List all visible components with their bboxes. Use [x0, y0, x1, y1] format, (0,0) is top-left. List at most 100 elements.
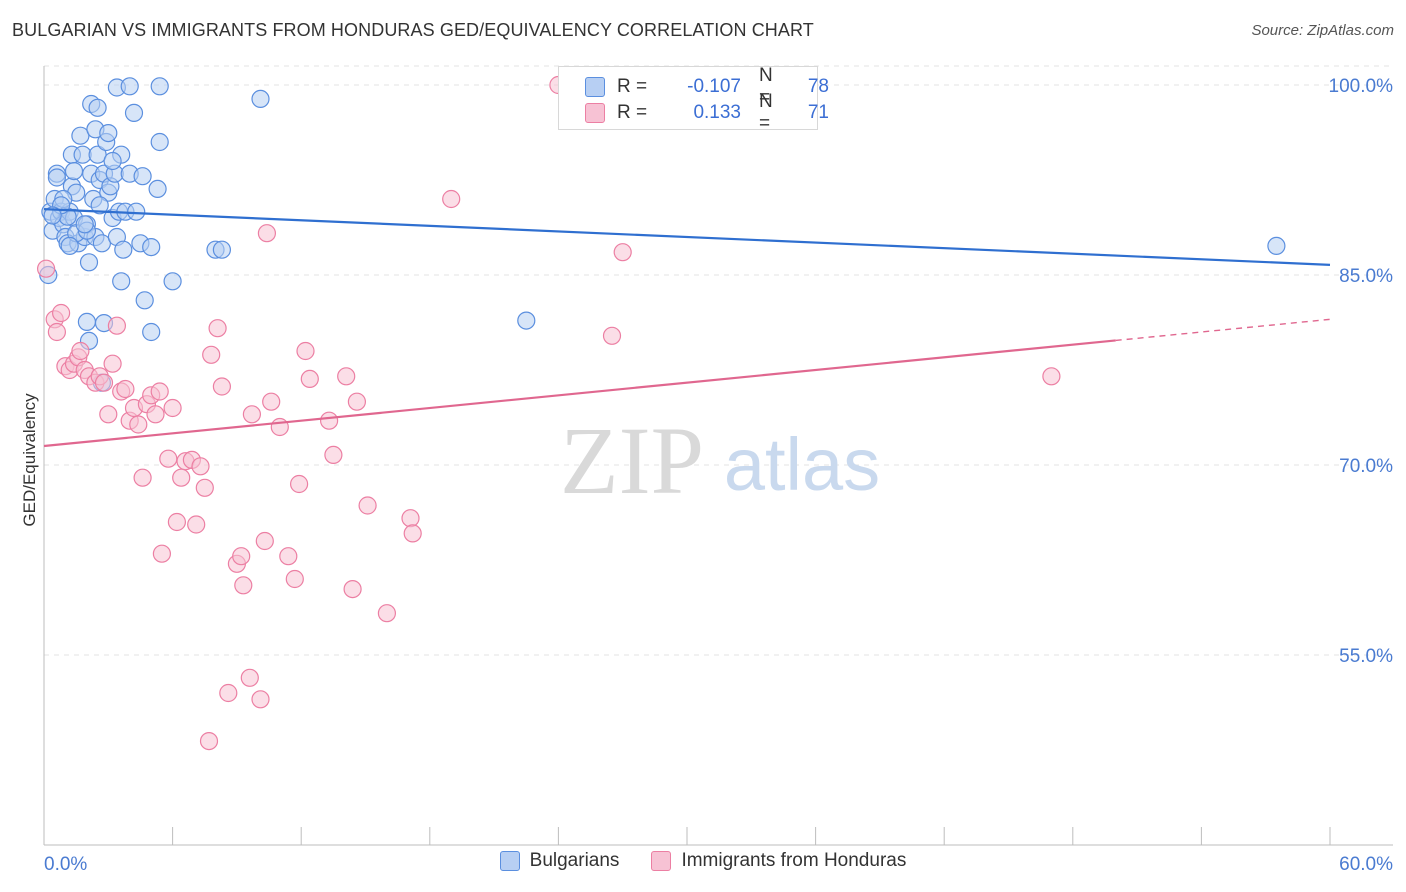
scatter-point-bulgarians	[142, 322, 161, 342]
scatter-point-bulgarians	[79, 253, 99, 272]
scatter-point-honduras	[51, 303, 71, 323]
scatter-point-honduras	[613, 243, 632, 262]
trend-layer	[43, 208, 1331, 448]
tick-label-layer: 100.0% 85.0% 70.0% 55.0% 0.0% 60.0%	[44, 76, 1393, 875]
scatter-point-honduras	[187, 515, 206, 534]
scatter-point-honduras	[285, 569, 304, 589]
scatter-point-honduras	[234, 576, 253, 595]
scatter-point-honduras	[240, 668, 259, 687]
trend-line-extension-honduras	[1115, 318, 1331, 342]
scatter-point-honduras	[255, 531, 274, 551]
y-tick-label: 70.0%	[1339, 456, 1393, 477]
trend-line-bulgarians	[43, 208, 1331, 266]
scatter-point-bulgarians	[142, 238, 161, 257]
scatter-point-honduras	[279, 547, 298, 566]
scatter-point-bulgarians	[43, 206, 62, 225]
scatter-point-honduras	[199, 731, 219, 751]
scatter-point-bulgarians	[75, 215, 94, 234]
scatter-point-honduras	[296, 341, 315, 361]
scatter-point-honduras	[1042, 367, 1061, 386]
scatter-point-bulgarians	[114, 240, 133, 259]
scatter-point-honduras	[172, 468, 191, 487]
chart-source: Source: ZipAtlas.com	[1251, 22, 1394, 39]
scatter-point-bulgarians	[124, 103, 144, 123]
watermark-zip: ZIP	[560, 407, 704, 514]
scatter-point-honduras	[133, 468, 152, 487]
scatter-point-bulgarians	[77, 312, 97, 331]
scatter-point-bulgarians	[150, 77, 169, 96]
scatter-point-bulgarians	[103, 151, 122, 171]
legend-label-honduras: Immigrants from Honduras	[681, 850, 907, 871]
scatter-point-honduras	[320, 411, 339, 430]
scatter-point-honduras	[232, 547, 251, 566]
x-tick-label: 60.0%	[1339, 854, 1393, 875]
scatter-point-honduras	[202, 345, 221, 364]
scatter-point-bulgarians	[99, 124, 118, 143]
correlation-stats-box: R = -0.107 N = 78 R = 0.133 N = 71	[558, 65, 829, 134]
axis-layer	[43, 66, 1393, 846]
stats-swatch-bulgarians	[585, 77, 605, 97]
stats-swatch-honduras	[585, 103, 605, 123]
scatter-point-honduras	[242, 405, 261, 424]
scatter-point-bulgarians	[148, 179, 167, 198]
scatter-point-honduras	[343, 579, 362, 599]
scatter-point-bulgarians	[163, 272, 182, 291]
scatter-point-honduras	[337, 367, 356, 386]
grid-layer	[44, 65, 1394, 656]
scatter-point-bulgarians	[251, 89, 270, 109]
trend-line-honduras	[43, 339, 1116, 448]
watermark-atlas: atlas	[724, 423, 880, 506]
points-layer	[36, 75, 1286, 751]
stats-r-label: R =	[617, 102, 653, 123]
scatter-point-honduras	[212, 377, 231, 396]
scatter-point-honduras	[159, 449, 178, 468]
scatter-point-bulgarians	[88, 98, 107, 117]
scatter-point-bulgarians	[517, 311, 536, 330]
stats-n-value: 78	[807, 76, 829, 97]
scatter-point-bulgarians	[90, 196, 109, 215]
stats-n-label: N =	[759, 65, 773, 108]
scatter-point-bulgarians	[71, 126, 90, 145]
scatter-point-honduras	[290, 474, 309, 494]
scatter-point-bulgarians	[127, 202, 146, 221]
legend-item-honduras[interactable]: Immigrants from Honduras	[651, 850, 906, 872]
y-tick-label: 85.0%	[1339, 266, 1393, 287]
scatter-point-honduras	[195, 478, 214, 497]
scatter-point-honduras	[103, 354, 122, 373]
scatter-point-honduras	[251, 690, 270, 709]
scatter-point-honduras	[347, 392, 366, 411]
legend-item-bulgarians[interactable]: Bulgarians	[499, 850, 620, 872]
scatter-point-honduras	[71, 341, 90, 361]
scatter-point-honduras	[602, 326, 622, 345]
stats-r-label: R =	[617, 76, 653, 97]
scatter-point-honduras	[219, 683, 238, 703]
scatter-point-honduras	[36, 259, 56, 278]
scatter-point-honduras	[129, 415, 148, 434]
watermark: ZIP atlas	[560, 407, 880, 514]
scatter-point-honduras	[99, 405, 118, 424]
scatter-point-honduras	[163, 398, 182, 418]
legend-swatch-bulgarians	[499, 851, 520, 871]
y-axis-label: GED/Equivalency	[20, 393, 39, 527]
chart-legend: Bulgarians Immigrants from Honduras	[0, 850, 1406, 872]
stats-n-label: N =	[759, 91, 773, 134]
scatter-point-bulgarians	[64, 162, 84, 181]
chart-title: BULGARIAN VS IMMIGRANTS FROM HONDURAS GE…	[12, 20, 814, 40]
scatter-point-honduras	[403, 524, 422, 543]
scatter-point-honduras	[116, 379, 135, 399]
legend-label-bulgarians: Bulgarians	[529, 850, 620, 871]
scatter-point-honduras	[152, 544, 171, 563]
y-tick-label: 100.0%	[1329, 76, 1394, 97]
scatter-point-honduras	[94, 373, 114, 392]
stats-n-value: 71	[807, 102, 829, 123]
scatter-point-bulgarians	[120, 77, 139, 96]
scatter-point-honduras	[300, 369, 319, 388]
scatter-point-honduras	[191, 457, 210, 476]
scatter-point-honduras	[167, 512, 186, 532]
scatter-point-honduras	[262, 392, 281, 411]
scatter-point-bulgarians	[60, 236, 79, 255]
x-tick-label: 0.0%	[44, 854, 87, 875]
scatter-point-honduras	[377, 604, 396, 623]
scatter-point-bulgarians	[133, 167, 152, 186]
